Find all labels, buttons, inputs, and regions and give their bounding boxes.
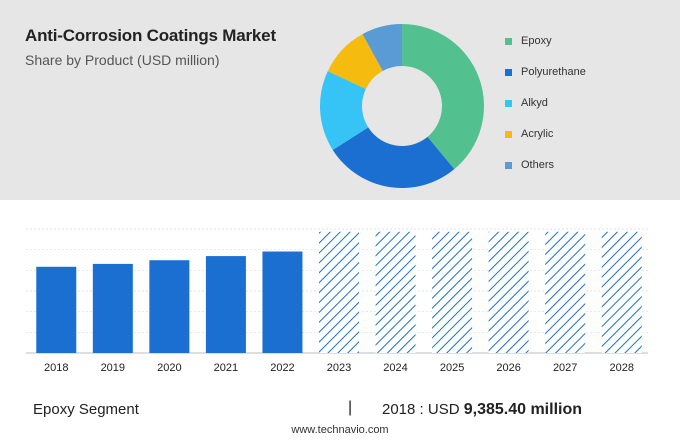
chart-title: Anti-Corrosion Coatings Market xyxy=(25,26,276,45)
legend-item-epoxy: Epoxy xyxy=(505,33,552,49)
x-tick-label-2026: 2026 xyxy=(496,362,520,374)
x-tick-label-2022: 2022 xyxy=(270,362,294,374)
segment-amount: 9,385.40 million xyxy=(463,401,582,418)
x-tick-label-2024: 2024 xyxy=(383,362,407,374)
bar-2022 xyxy=(262,251,303,353)
bar-2020 xyxy=(149,260,190,353)
legend-swatch xyxy=(505,68,512,76)
segment-label: Epoxy Segment xyxy=(33,401,139,418)
x-tick-label-2021: 2021 xyxy=(214,362,238,374)
donut-slice-polyurethane xyxy=(332,127,455,188)
legend-label: Polyurethane xyxy=(521,66,586,78)
forecast-bar-2025 xyxy=(432,231,473,353)
forecast-bar-2026 xyxy=(488,231,529,353)
forecast-bar-2027 xyxy=(545,231,586,353)
legend-item-polyurethane: Polyurethane xyxy=(505,64,586,80)
forecast-bar-2023 xyxy=(319,231,359,353)
legend-label: Acrylic xyxy=(521,128,554,140)
legend-label: Others xyxy=(521,159,555,171)
donut-slice-epoxy xyxy=(402,24,484,170)
legend-item-alkyd: Alkyd xyxy=(505,95,548,111)
x-tick-label-2025: 2025 xyxy=(440,362,464,374)
bar-2018 xyxy=(36,266,77,353)
legend-swatch xyxy=(505,130,512,138)
x-tick-label-2028: 2028 xyxy=(609,362,633,374)
donut-slice-others xyxy=(362,24,402,71)
bar-chart: 2018 2019 2020 2021 2022 2023 2024 2025 2026 2027… xyxy=(26,228,648,374)
legend-label: Alkyd xyxy=(521,97,548,109)
legend-item-others: Others xyxy=(505,157,554,173)
source-link[interactable]: www.technavio.com xyxy=(291,424,389,436)
legend-swatch xyxy=(505,161,512,169)
legend-swatch xyxy=(505,99,512,107)
segment-year: 2018 : USD xyxy=(382,401,460,418)
x-tick-label-2027: 2027 xyxy=(553,362,577,374)
footer-separator: | xyxy=(348,399,353,416)
donut-slice-alkyd xyxy=(320,71,369,150)
segment-value: 2018 : USD 9,385.40 million xyxy=(382,401,582,419)
bar-2021 xyxy=(205,256,246,353)
donut-slice-acrylic xyxy=(327,34,383,89)
x-tick-label-2023: 2023 xyxy=(327,362,351,374)
bar-2019 xyxy=(92,263,133,353)
x-tick-label-2020: 2020 xyxy=(157,362,181,374)
x-tick-label-2018: 2018 xyxy=(44,362,68,374)
forecast-bar-2028 xyxy=(601,231,642,353)
x-tick-label-2019: 2019 xyxy=(101,362,125,374)
legend-swatch xyxy=(505,37,512,45)
donut-chart xyxy=(320,24,484,188)
legend-label: Epoxy xyxy=(521,35,552,47)
forecast-bar-2024 xyxy=(375,231,416,353)
legend-item-acrylic: Acrylic xyxy=(505,126,553,142)
chart-subtitle: Share by Product (USD million) xyxy=(25,52,220,68)
